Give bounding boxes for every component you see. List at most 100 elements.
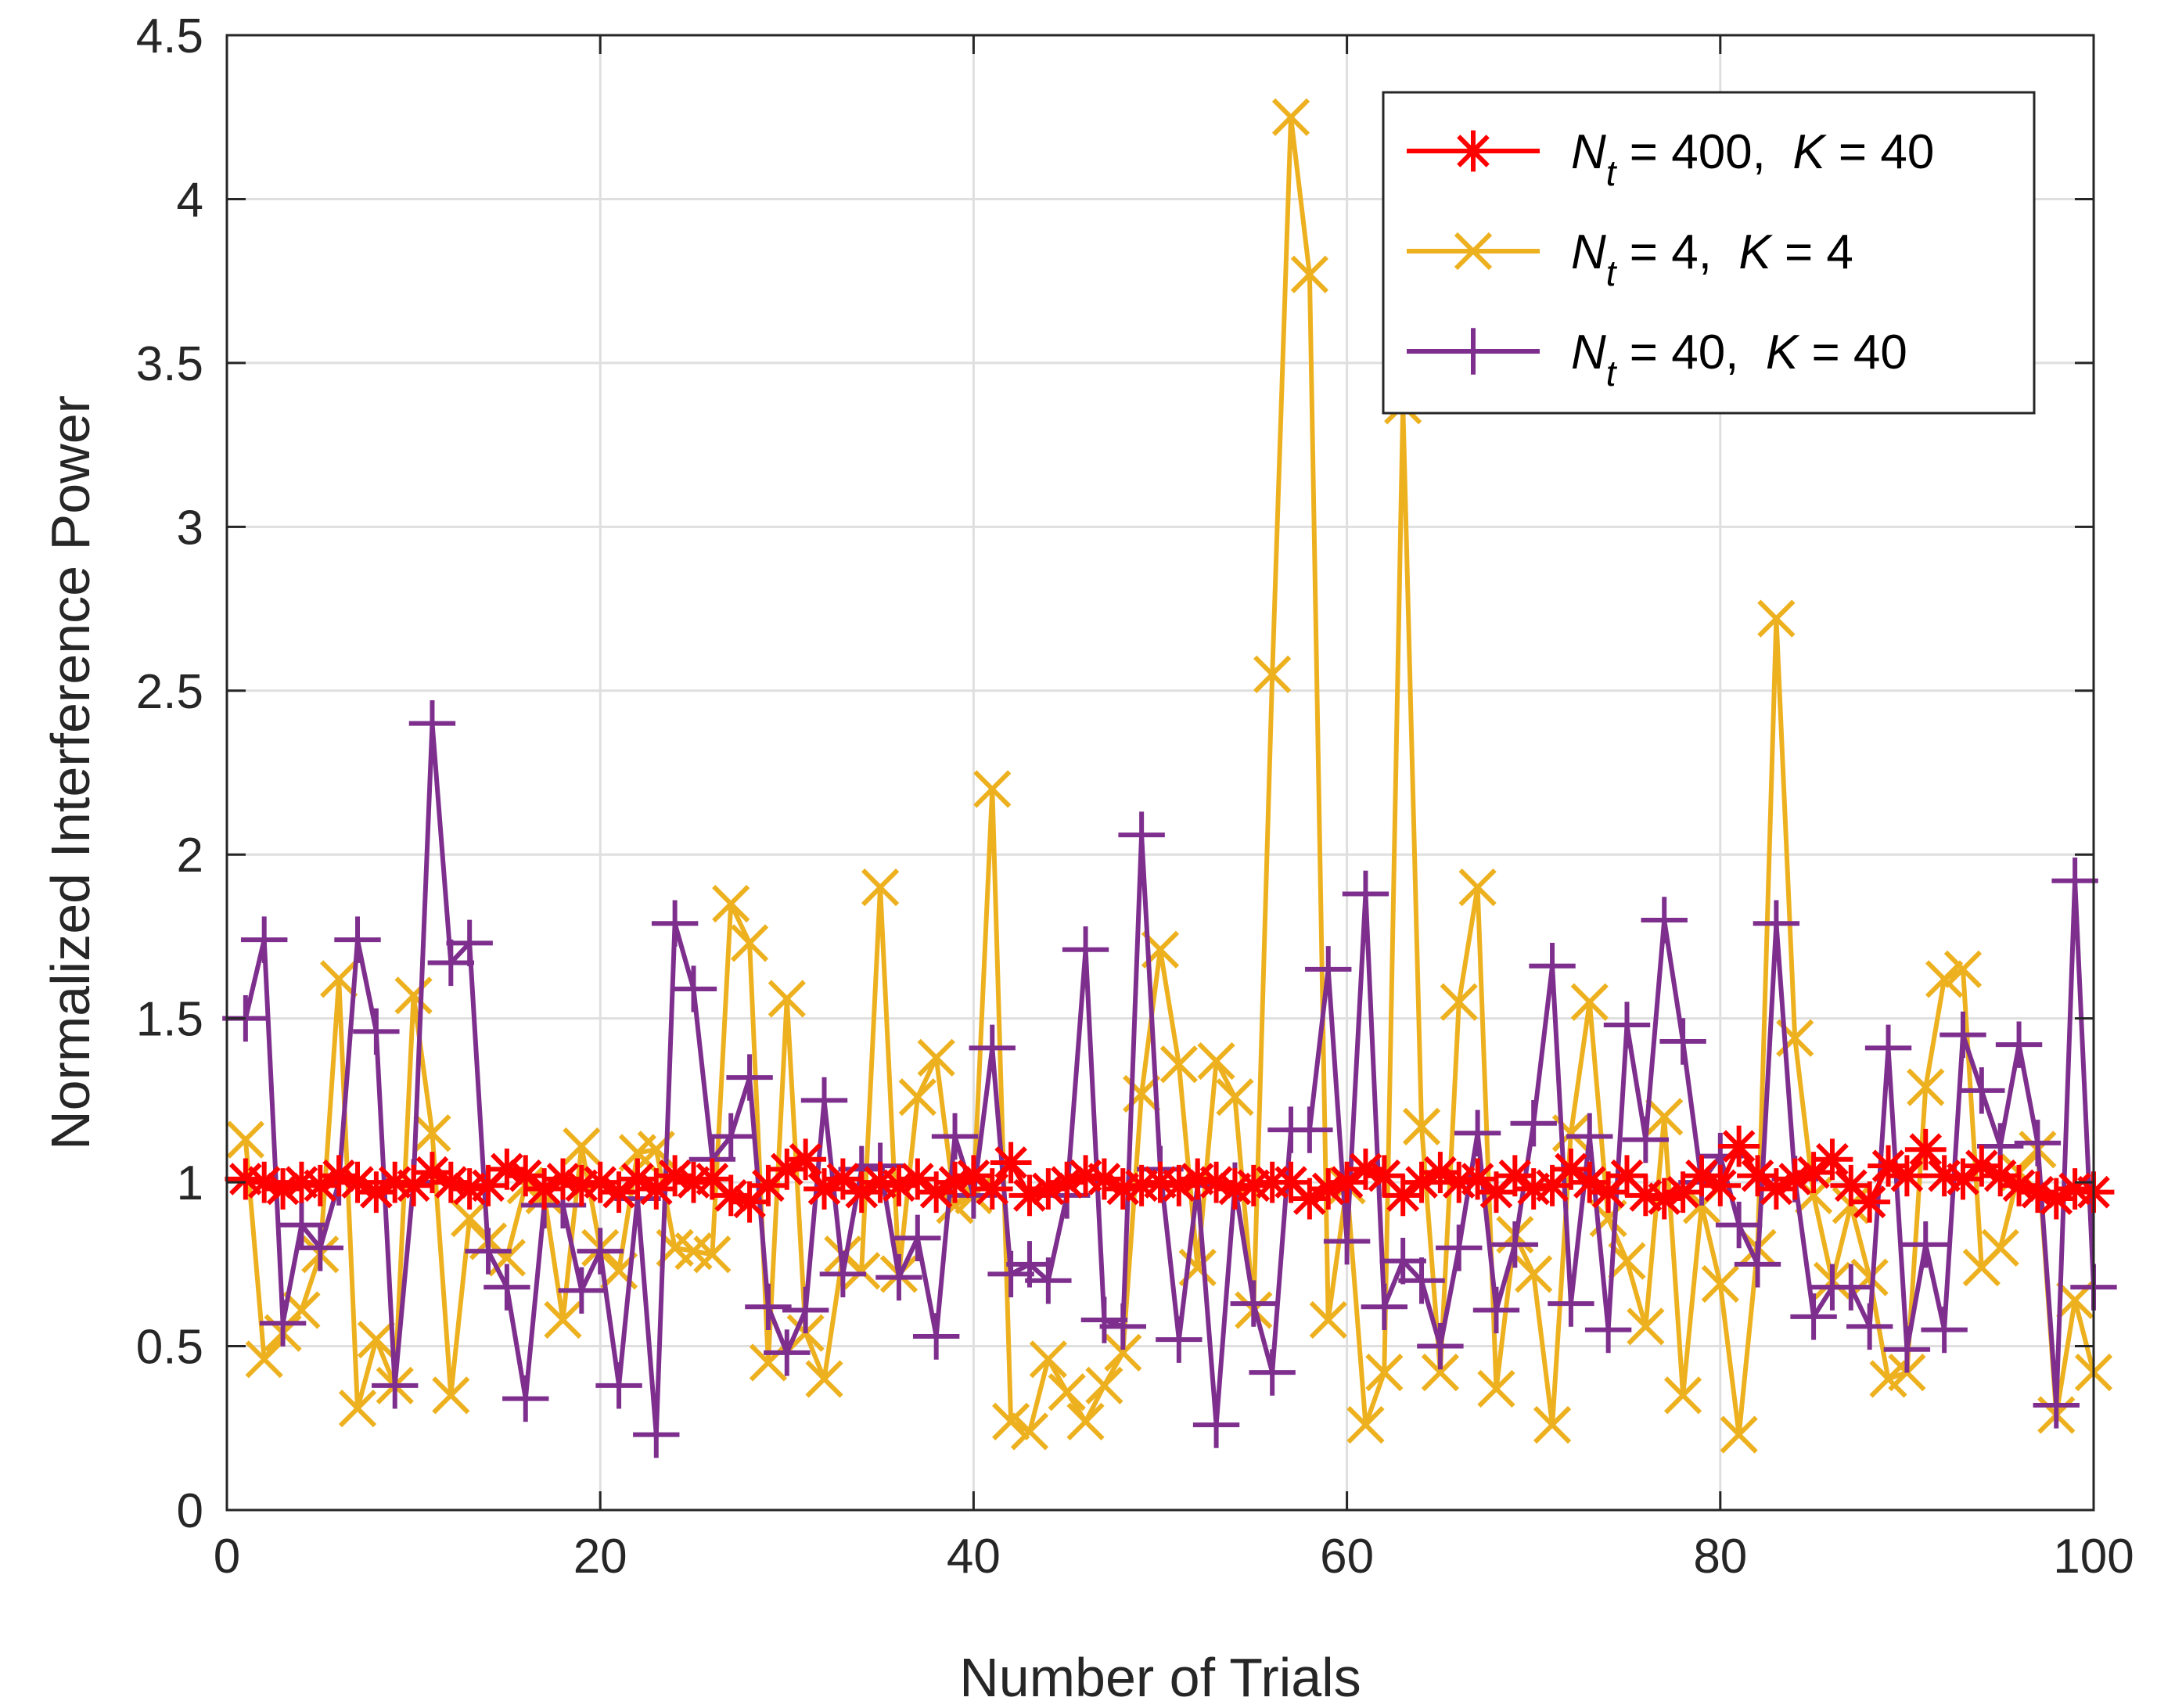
data-point xyxy=(1421,1353,1460,1392)
data-point xyxy=(1230,1280,1277,1327)
data-point xyxy=(1753,900,1800,947)
legend-marker xyxy=(1454,232,1493,271)
tick-labels: 0 20 40 60 80 100 0 0.5 1 1.5 2 2.5 3 3.5 4 4.5 xyxy=(136,9,2134,1584)
data-point xyxy=(484,1264,530,1311)
data-point xyxy=(1345,1148,1386,1190)
data-point xyxy=(917,1038,955,1077)
data-point xyxy=(875,1253,922,1301)
data-point xyxy=(1904,1128,1947,1170)
data-point xyxy=(764,1329,811,1376)
data-point xyxy=(1271,98,1310,136)
y-axis-title: Normalized Interference Power xyxy=(40,395,101,1150)
data-point xyxy=(1886,1155,1928,1197)
y-tick-label: 1.5 xyxy=(136,993,203,1047)
data-point xyxy=(393,1164,434,1206)
data-point xyxy=(635,1168,678,1210)
data-point xyxy=(430,1161,472,1203)
data-point xyxy=(1159,1045,1198,1084)
data-point xyxy=(1584,1306,1632,1354)
series-1 xyxy=(225,1125,2115,1223)
data-point xyxy=(894,1214,941,1262)
data-point xyxy=(1828,1264,1875,1311)
data-point xyxy=(654,1155,696,1197)
data-point xyxy=(1436,1224,1483,1271)
data-point xyxy=(1849,1181,1891,1223)
data-point xyxy=(278,1201,325,1249)
data-point xyxy=(502,1375,549,1422)
data-point xyxy=(1641,897,1688,944)
legend-label-part: t xyxy=(1606,353,1618,394)
data-point xyxy=(800,1077,848,1124)
data-point xyxy=(427,939,475,987)
data-point xyxy=(1663,1376,1702,1415)
data-point xyxy=(241,916,288,963)
data-point xyxy=(465,1228,512,1275)
data-point xyxy=(931,1113,979,1160)
legend-entry-1: Nt = 400, K = 40 xyxy=(1407,125,1934,193)
data-point xyxy=(1907,1068,1945,1106)
data-point xyxy=(1156,1316,1203,1363)
data-point xyxy=(768,980,806,1018)
data-point xyxy=(1720,1415,1758,1454)
data-point xyxy=(355,1171,397,1214)
data-point xyxy=(1606,1155,1648,1197)
data-point xyxy=(1995,1021,2043,1068)
data-point xyxy=(1309,1300,1347,1339)
x-tick-label: 20 xyxy=(573,1530,627,1584)
data-point xyxy=(1548,1280,1594,1327)
data-point xyxy=(1533,1405,1572,1444)
data-point xyxy=(259,1300,307,1347)
data-point xyxy=(987,1250,1034,1298)
data-point xyxy=(859,1161,901,1203)
legend-label-part: = 40 xyxy=(1825,125,1935,179)
data-point xyxy=(558,1267,606,1314)
data-point xyxy=(1290,255,1329,293)
data-point xyxy=(1570,983,1609,1021)
data-point xyxy=(1365,1353,1404,1392)
data-point xyxy=(1701,1264,1739,1303)
legend-label-part: = 4, xyxy=(1616,225,1712,279)
y-tick-label: 4.5 xyxy=(136,9,203,63)
data-point xyxy=(782,1286,829,1334)
axes-frame xyxy=(225,34,2095,1512)
axis-ticks xyxy=(225,34,2095,1512)
data-point xyxy=(1253,655,1292,693)
data-point xyxy=(1792,1152,1835,1193)
data-point xyxy=(1659,1018,1706,1065)
legend-label-part: t xyxy=(1606,253,1618,293)
data-point xyxy=(1925,960,1964,998)
data-point xyxy=(1790,1293,1837,1340)
series-layer xyxy=(222,98,2117,1458)
data-point xyxy=(1811,1138,1853,1181)
data-point xyxy=(1515,1255,1553,1293)
data-point xyxy=(1846,1303,1893,1350)
data-point xyxy=(1715,1201,1763,1249)
data-point xyxy=(446,919,493,967)
data-point xyxy=(577,1228,624,1275)
data-point xyxy=(1062,926,1109,973)
data-point xyxy=(1305,946,1352,993)
data-point xyxy=(1361,1283,1408,1330)
data-point xyxy=(297,1224,343,1271)
data-point xyxy=(357,1321,396,1359)
y-tick-label: 1 xyxy=(177,1156,203,1210)
x-axis-title: Number of Trials xyxy=(959,1647,1361,1708)
data-point xyxy=(1942,1158,1984,1200)
data-point xyxy=(1454,1109,1501,1156)
legend-label-part: = 400, xyxy=(1616,125,1766,179)
y-tick-label: 3.5 xyxy=(136,337,203,391)
data-point xyxy=(1494,1155,1536,1197)
y-tick-label: 4 xyxy=(177,173,203,227)
data-point xyxy=(633,1411,680,1458)
data-point xyxy=(2051,858,2098,904)
data-point xyxy=(1943,950,1983,988)
data-point xyxy=(1566,1113,1613,1160)
data-point xyxy=(1084,1158,1125,1200)
data-point xyxy=(1066,1402,1105,1441)
y-tick-label: 0.5 xyxy=(136,1321,203,1375)
data-point xyxy=(1158,1164,1200,1206)
data-point xyxy=(971,1168,1013,1210)
data-point xyxy=(505,1155,547,1197)
data-point xyxy=(1382,1174,1424,1217)
